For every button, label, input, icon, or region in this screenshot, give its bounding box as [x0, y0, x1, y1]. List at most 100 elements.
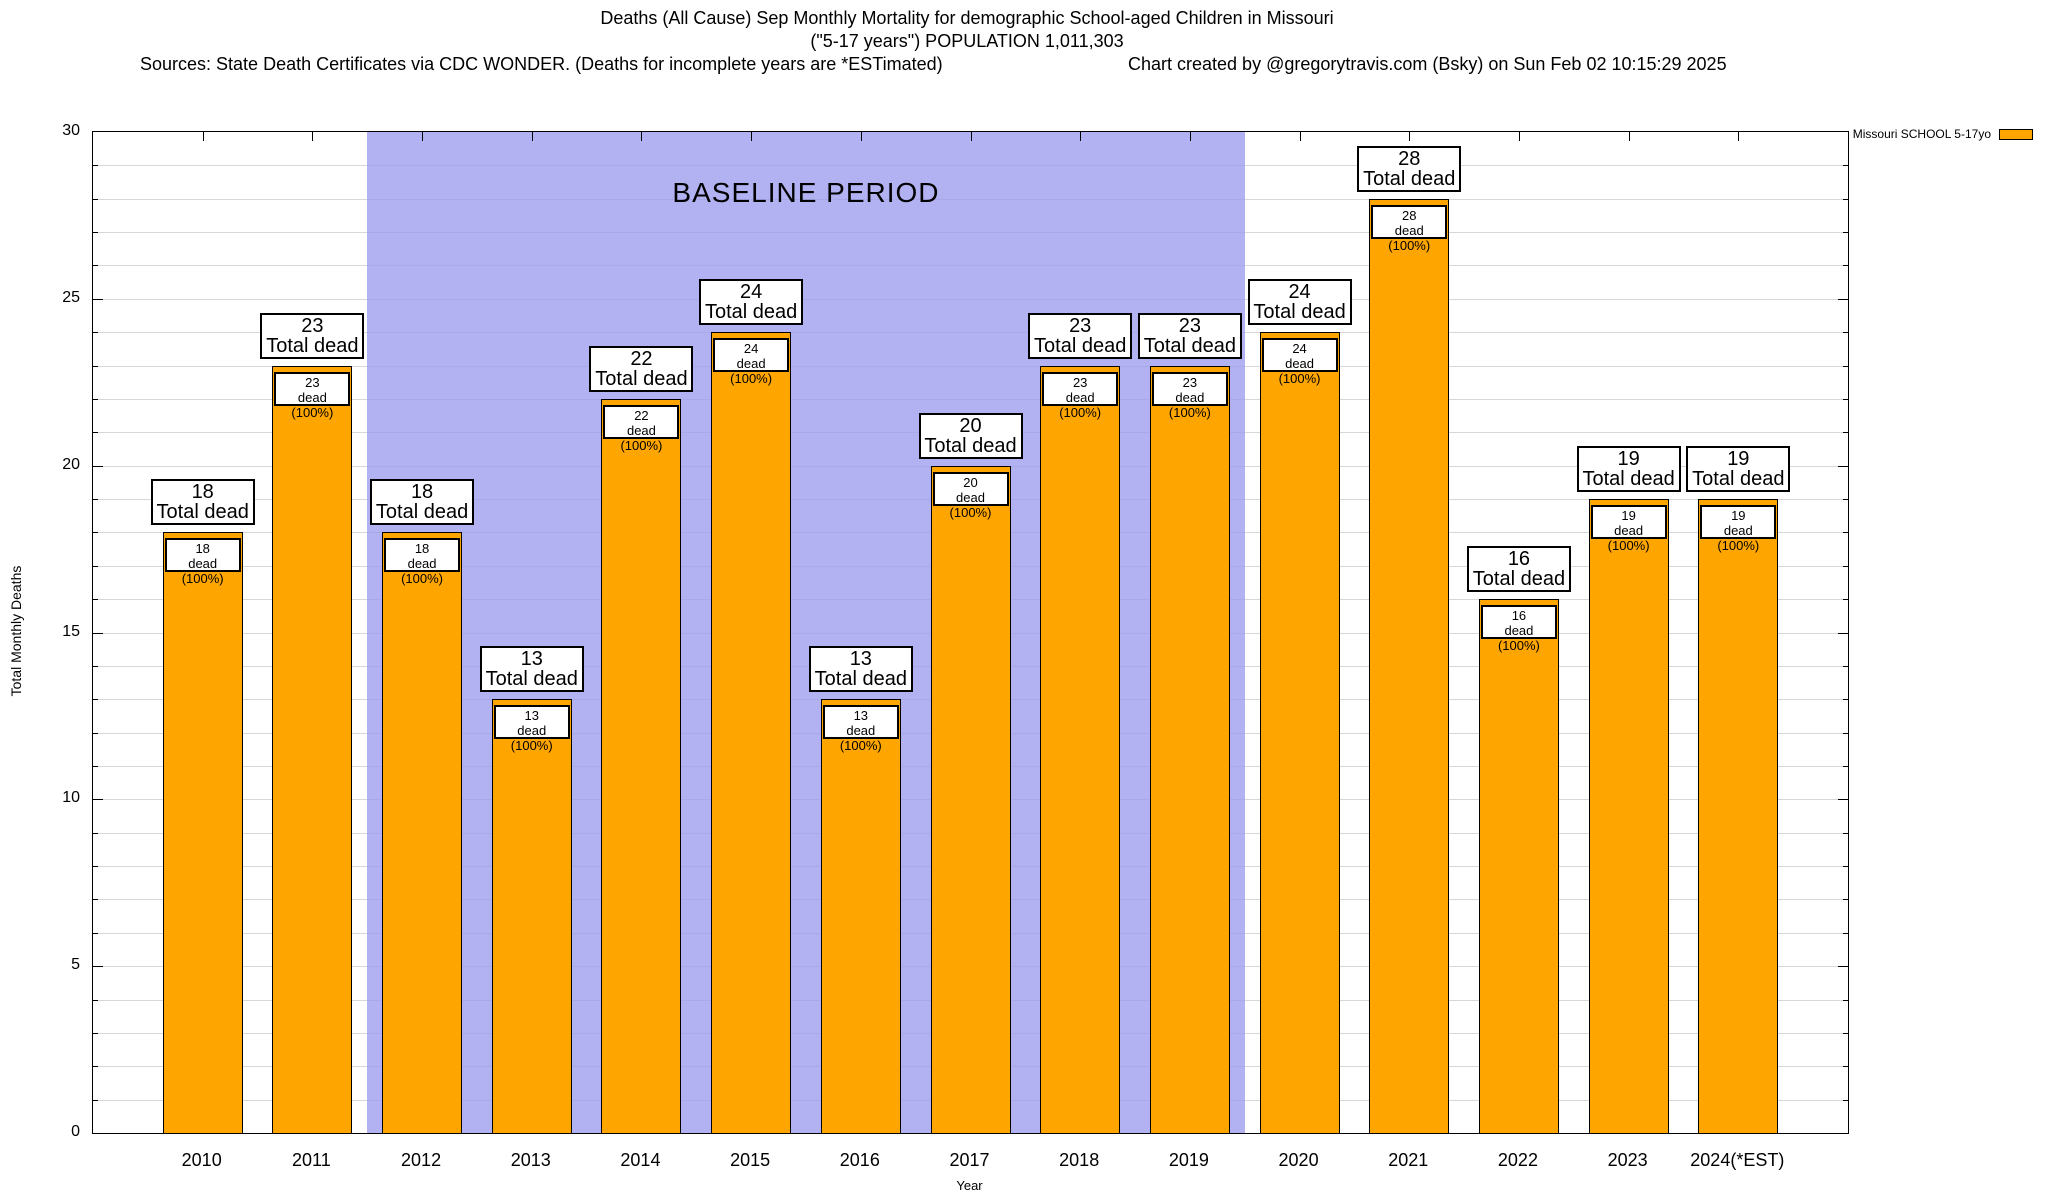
- y-tick-right: [1843, 1032, 1848, 1034]
- bar-inner-label: 24 dead (100%): [1261, 338, 1338, 386]
- bar-total-text: Total dead: [704, 301, 798, 324]
- bar-inner-label: 28 dead (100%): [1371, 204, 1448, 253]
- bar-total-label: 22 Total dead: [589, 345, 694, 392]
- bar-total-value: 13: [520, 648, 543, 671]
- bar-inner-label: 23 dead (100%): [274, 371, 351, 420]
- y-tick-left: [93, 532, 98, 534]
- bar-total-label: 24 Total dead: [699, 279, 804, 326]
- bar-inner-text: dead (100%): [1607, 523, 1650, 554]
- y-tick-label: 5: [71, 956, 80, 974]
- y-tick-left: [93, 699, 98, 701]
- bar-inner-value: 24: [743, 341, 759, 357]
- bar-inner-text: dead (100%): [839, 723, 882, 754]
- y-tick-left: [93, 565, 98, 567]
- y-tick-left: [93, 999, 98, 1001]
- bar-inner-label: 24 dead (100%): [713, 338, 790, 386]
- credit-note: Chart created by @gregorytravis.com (Bsk…: [1128, 54, 1727, 74]
- y-tick-left: [93, 465, 103, 467]
- y-tick-right: [1843, 999, 1848, 1001]
- bar-total-text: Total dead: [1034, 334, 1127, 357]
- y-tick-left: [93, 198, 98, 200]
- bar-total-text: Total dead: [1472, 568, 1566, 591]
- y-tick-left: [93, 765, 98, 767]
- bar: [930, 465, 1011, 1133]
- x-tick-label: 2022: [1497, 1150, 1538, 1170]
- bar-inner-label: 22 dead (100%): [603, 404, 680, 453]
- bar-inner-text: dead (100%): [181, 556, 224, 587]
- y-tick-right: [1838, 298, 1848, 300]
- y-tick-right: [1838, 465, 1848, 467]
- bar-total-label: 23 Total dead: [260, 312, 365, 359]
- bar-inner-value: 28: [1402, 207, 1417, 223]
- bar-total-label: 28 Total dead: [1357, 145, 1462, 192]
- y-tick-right: [1843, 365, 1848, 367]
- y-tick-right: [1843, 665, 1848, 667]
- y-tick-right: [1843, 765, 1848, 767]
- bar: [1478, 599, 1559, 1133]
- bar-total-text: Total dead: [266, 334, 359, 357]
- x-tick-top: [1518, 132, 1520, 141]
- bar-inner-text: dead (100%): [730, 356, 773, 387]
- x-tick-top: [202, 132, 204, 141]
- bar: [1040, 365, 1121, 1133]
- y-tick-right: [1843, 1066, 1848, 1068]
- plot-area: BASELINE PERIOD 18 dead (100%) 18 Total dea…: [92, 131, 1849, 1134]
- bar-total-value: 18: [410, 481, 434, 504]
- bar-inner-text: dead (100%): [1278, 356, 1321, 387]
- bar-inner-label: 20 dead (100%): [932, 471, 1009, 520]
- x-tick-label: 2017: [949, 1150, 990, 1170]
- bar-total-value: 22: [630, 347, 653, 370]
- bar-inner-value: 22: [634, 407, 649, 423]
- y-tick-left: [93, 966, 103, 968]
- y-tick-left: [93, 632, 103, 634]
- y-tick-right: [1843, 432, 1848, 434]
- bar-inner-label: 18 dead (100%): [384, 538, 461, 586]
- y-tick-left: [93, 832, 98, 834]
- chart-subtitle: ("5-17 years") POPULATION 1,011,303: [810, 31, 1124, 51]
- y-tick-right: [1843, 699, 1848, 701]
- bar-total-text: Total dead: [1253, 301, 1346, 324]
- x-axis-title: Year: [956, 1178, 983, 1193]
- x-tick-label: 2023: [1607, 1150, 1648, 1170]
- bar-inner-text: dead (100%): [291, 389, 334, 420]
- y-tick-label: 0: [71, 1123, 80, 1140]
- bar: [162, 532, 243, 1133]
- y-tick-label: 25: [62, 288, 80, 306]
- bar-total-value: 24: [1288, 281, 1311, 304]
- bar: [1369, 198, 1450, 1133]
- y-tick-right: [1843, 866, 1848, 868]
- bar-inner-label: 13 dead (100%): [822, 705, 899, 753]
- bar-total-label: 13 Total dead: [808, 646, 913, 693]
- y-tick-left: [93, 232, 98, 234]
- bar-total-text: Total dead: [1143, 334, 1237, 357]
- x-tick-top: [312, 132, 314, 141]
- bar-total-text: Total dead: [595, 367, 688, 390]
- y-tick-right: [1843, 832, 1848, 834]
- bar-total-value: 13: [849, 648, 872, 671]
- bar-total-text: Total dead: [1582, 468, 1675, 491]
- bar-inner-value: 18: [414, 541, 430, 557]
- bar-inner-value: 19: [1731, 508, 1746, 524]
- y-tick-right: [1838, 966, 1848, 968]
- x-tick-top: [422, 132, 424, 141]
- x-tick-top: [751, 132, 753, 141]
- bar-total-value: 23: [301, 314, 324, 337]
- y-tick-left: [93, 899, 98, 901]
- y-tick-left: [93, 599, 98, 601]
- y-tick-left: [93, 398, 98, 400]
- x-tick-top: [860, 132, 862, 141]
- y-tick-label: 15: [62, 622, 80, 640]
- bar-inner-text: dead (100%): [949, 489, 992, 520]
- bar: [1259, 332, 1340, 1133]
- bar-inner-label: 23 dead (100%): [1042, 371, 1119, 420]
- bar-inner-value: 20: [963, 474, 978, 490]
- legend-label: Missouri SCHOOL 5-17yo: [1852, 127, 1991, 141]
- bar-inner-text: dead (100%): [1059, 389, 1102, 420]
- bar: [711, 332, 792, 1133]
- x-tick-label: 2014: [620, 1150, 661, 1170]
- y-tick-left: [93, 165, 98, 167]
- y-tick-label: 20: [62, 455, 80, 473]
- y-tick-right: [1843, 599, 1848, 601]
- bar-inner-label: 23 dead (100%): [1151, 371, 1228, 420]
